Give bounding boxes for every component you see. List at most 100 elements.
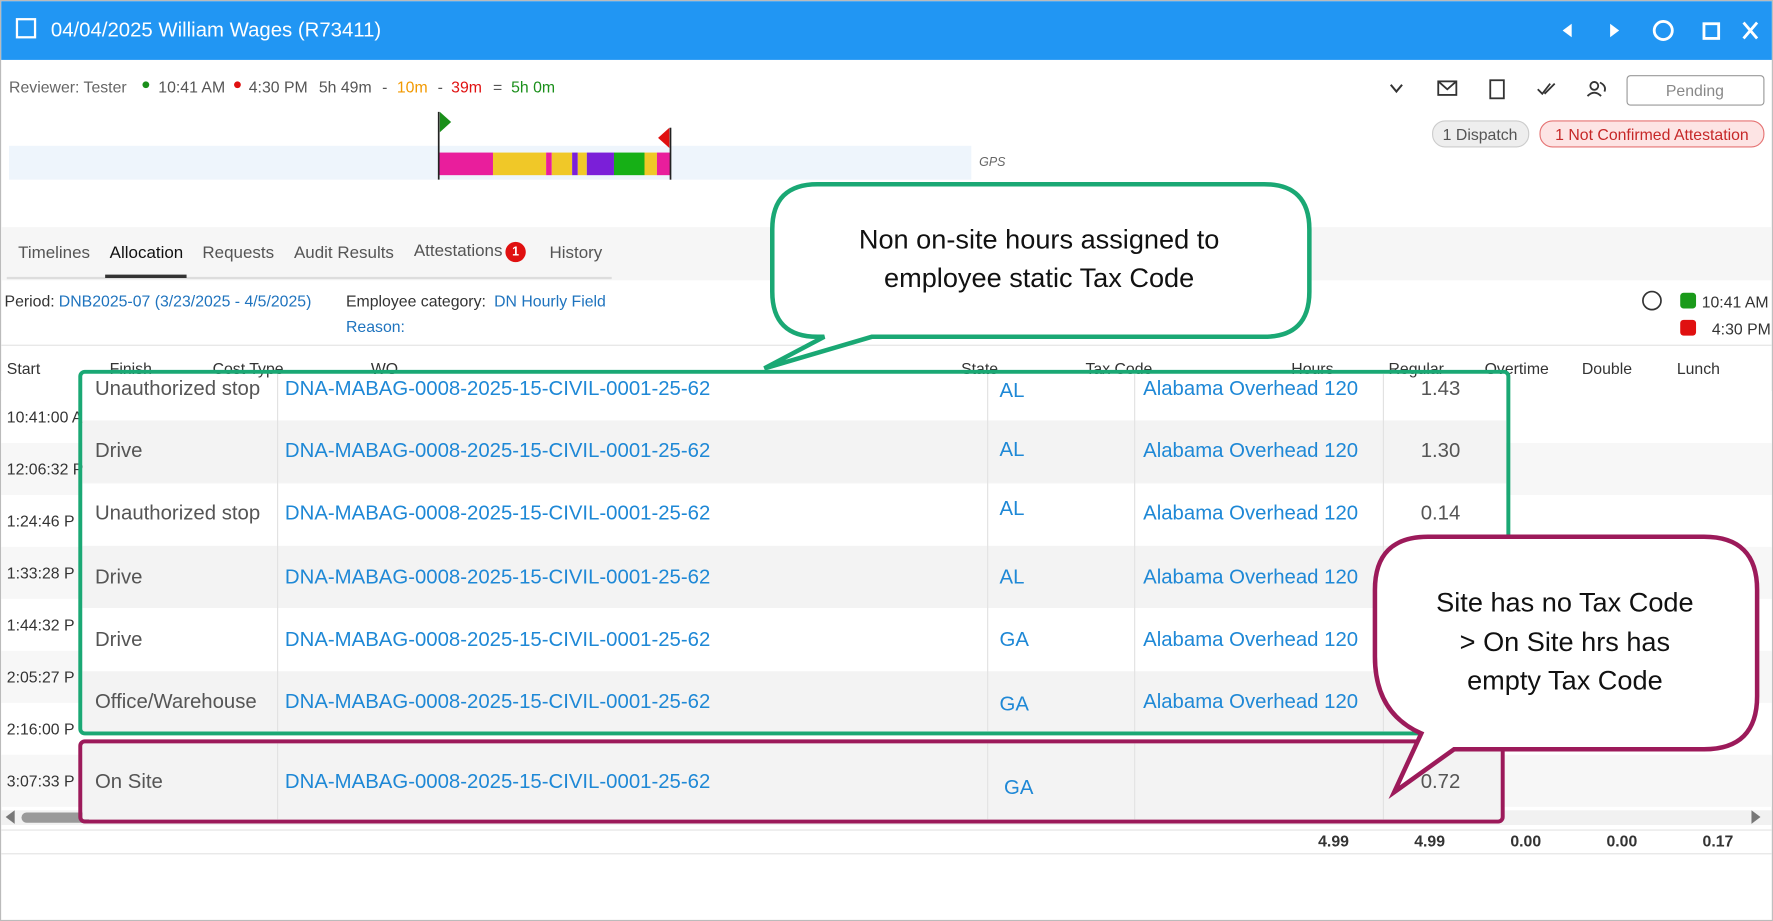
cost-type: Drive — [94, 627, 143, 651]
start-flag — [439, 111, 452, 133]
tab: Attestations — [413, 241, 503, 261]
period-label: Period: — [4, 291, 55, 310]
category-label: Employee category: — [345, 291, 486, 310]
info-icon[interactable] — [1642, 290, 1662, 311]
scroll-left[interactable] — [5, 810, 15, 824]
tax-code: Alabama Overhead 120 — [1143, 439, 1359, 462]
start-time-cell: 2:05:27 P — [6, 667, 75, 686]
cost-type: Unauthorized stop — [94, 501, 261, 524]
work-order: DNA-MABAG-0008-2025-15-CIVIL-0001-25-62 — [284, 565, 711, 589]
scroll-thumb[interactable] — [21, 812, 90, 823]
tab: Timelines — [18, 243, 91, 263]
attestation: 1 Not Confirmed Attestation — [1555, 125, 1749, 144]
cost-type: Unauthorized stop — [94, 376, 261, 400]
tab-underline — [6, 276, 612, 280]
column-header: Double — [1581, 359, 1633, 378]
attestation-badge[interactable] — [1539, 120, 1765, 148]
mail-icon[interactable] — [1437, 80, 1458, 96]
end-dot — [234, 81, 241, 89]
column-header: Start — [6, 359, 41, 378]
dispatch-badge[interactable] — [1432, 120, 1530, 148]
approve-icon[interactable] — [1537, 82, 1556, 96]
tab: History — [549, 243, 603, 263]
purple-callout — [1372, 534, 1760, 800]
next-icon[interactable] — [1610, 23, 1620, 38]
open-icon[interactable] — [15, 18, 37, 39]
total-cell: 0.00 — [1606, 831, 1638, 850]
refresh-icon[interactable] — [1652, 20, 1674, 41]
purple-highlight — [78, 739, 1505, 824]
regular-hours: 1.30 — [1420, 439, 1461, 462]
prev-icon[interactable] — [1562, 23, 1572, 38]
start-time-cell: 1:44:32 P — [6, 615, 75, 634]
segment — [572, 152, 578, 176]
state: AL — [999, 565, 1025, 589]
col-divider — [1134, 374, 1136, 732]
restore-icon[interactable] — [1702, 22, 1721, 40]
tax-code: Alabama Overhead 120 — [1143, 501, 1359, 524]
period-value: DNB2025-07 (3/23/2025 - 4/5/2025) — [58, 291, 312, 310]
status: Pending — [1665, 81, 1724, 100]
callout-text: Non on-site hours assigned to — [858, 224, 1220, 256]
regular-hours: 0.14 — [1420, 501, 1461, 524]
end-marker — [1680, 319, 1697, 336]
state: GA — [999, 627, 1029, 651]
doc-icon[interactable] — [1489, 79, 1505, 100]
segment — [492, 152, 547, 176]
category-value: DN Hourly Field — [494, 291, 606, 310]
end-time: 4:30 PM — [248, 77, 308, 97]
operator: - — [437, 77, 443, 97]
close-icon[interactable] — [1742, 21, 1759, 40]
col-divider — [1382, 743, 1384, 820]
break-time: 10m — [396, 77, 428, 97]
work-order: DNA-MABAG-0008-2025-15-CIVIL-0001-25-62 — [284, 770, 711, 793]
start-time-cell: 12:06:32 P — [6, 459, 84, 479]
callout-text: Site has no Tax Code — [1436, 587, 1694, 619]
green-highlight — [78, 369, 1511, 736]
state: AL — [999, 379, 1025, 402]
cost-type: Drive — [94, 565, 143, 589]
people-icon[interactable] — [1589, 81, 1600, 91]
col-divider — [1134, 743, 1136, 820]
segment — [551, 152, 573, 176]
col-divider — [987, 743, 989, 820]
segment — [613, 152, 645, 176]
zoom-row — [82, 743, 1501, 820]
col-divider — [277, 743, 279, 820]
scroll-right[interactable] — [1751, 810, 1761, 824]
legend-end: 4:30 PM — [1711, 319, 1771, 338]
green-callout — [763, 181, 1312, 371]
work-order: DNA-MABAG-0008-2025-15-CIVIL-0001-25-62 — [284, 376, 711, 400]
start-dot — [142, 81, 150, 89]
totals-row — [1, 829, 1772, 855]
zoom-row — [82, 374, 1507, 421]
zoom-row — [82, 483, 1507, 546]
column-header: Lunch — [1676, 359, 1720, 378]
zoom-row — [82, 546, 1507, 609]
deduction-time: 39m — [451, 77, 482, 97]
window-title: 04/04/2025 William Wages (R73411) — [50, 18, 382, 42]
total-time: 5h 0m — [511, 77, 556, 97]
cost-type: On Site — [94, 770, 163, 793]
tab-badge-count: 1 — [512, 245, 520, 259]
operator: - — [382, 77, 388, 97]
expand-icon[interactable] — [1389, 84, 1403, 94]
work-order: DNA-MABAG-0008-2025-15-CIVIL-0001-25-62 — [284, 627, 711, 651]
tax-code: Alabama Overhead 120 — [1143, 565, 1359, 589]
status-button[interactable] — [1626, 75, 1765, 106]
callout-text: > On Site hrs has — [1459, 626, 1671, 658]
title-bar — [1, 1, 1772, 60]
state: GA — [999, 692, 1029, 715]
work-order: DNA-MABAG-0008-2025-15-CIVIL-0001-25-62 — [284, 689, 711, 713]
tab: Allocation — [109, 243, 184, 263]
total-cell: 0.17 — [1702, 831, 1734, 850]
start-time-cell: 2:16:00 P — [6, 719, 75, 738]
tax-code: Alabama Overhead 120 — [1143, 627, 1359, 651]
zoom-row — [82, 420, 1507, 483]
start-marker — [1680, 292, 1697, 309]
work-order: DNA-MABAG-0008-2025-15-CIVIL-0001-25-62 — [284, 501, 711, 524]
regular-hours: 0.72 — [1420, 770, 1461, 793]
start-time-cell: 1:33:28 P — [6, 563, 75, 583]
